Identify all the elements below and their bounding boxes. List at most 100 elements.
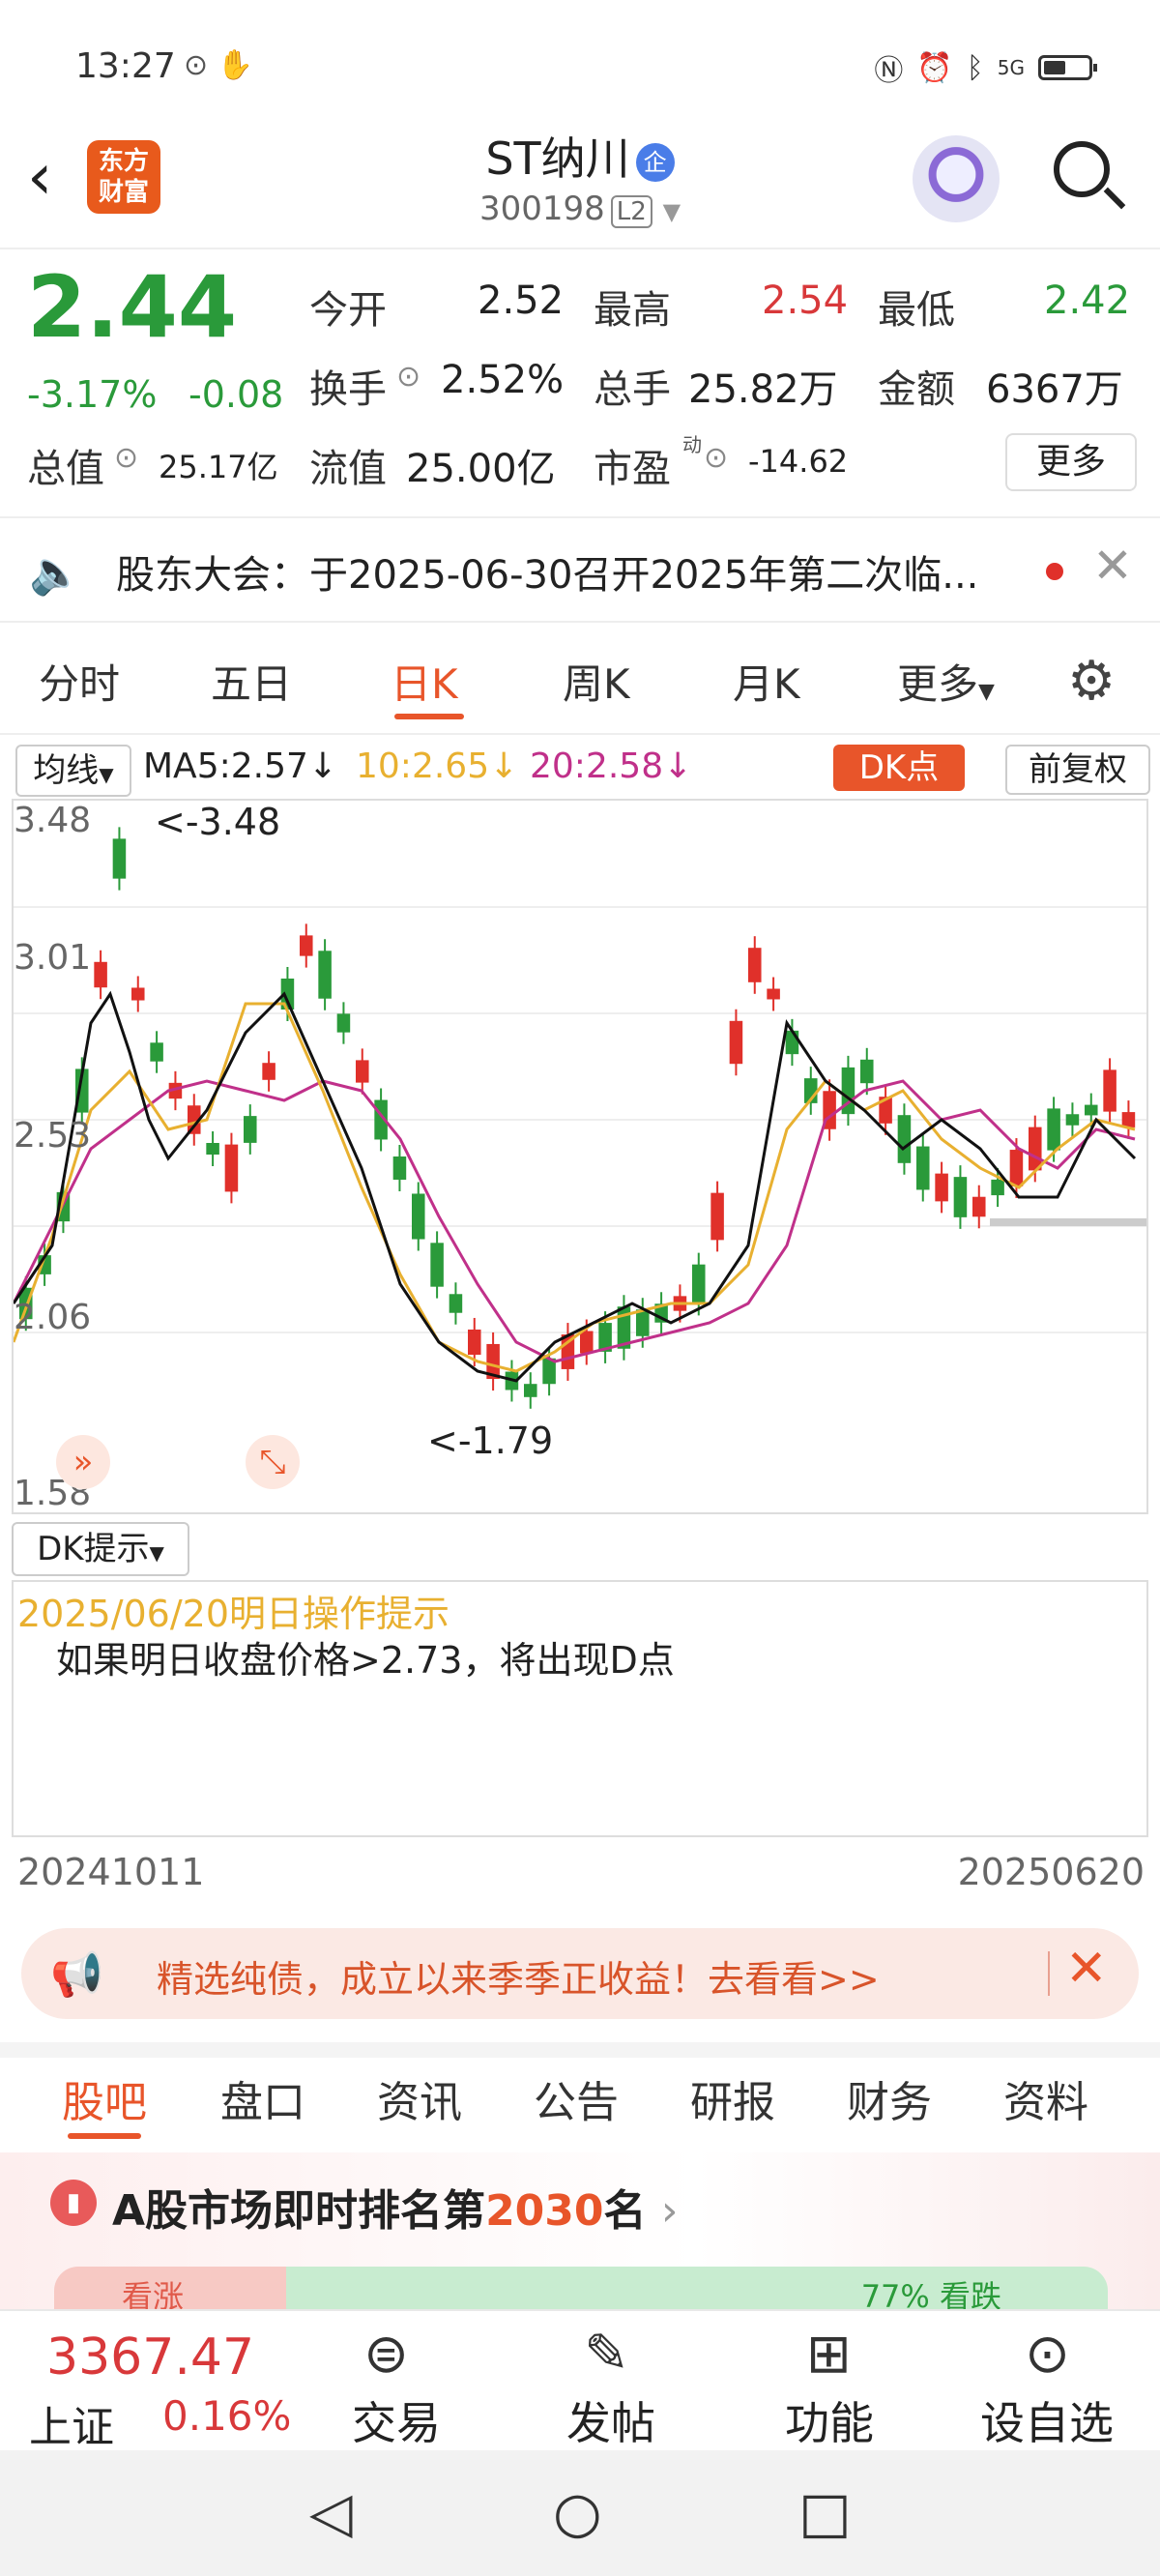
- ma20-value: 20:2.58↓: [530, 746, 693, 786]
- sentiment-gauge[interactable]: 看涨 77% 看跌: [54, 2267, 1108, 2315]
- candle: [486, 1343, 500, 1380]
- nfc-icon: Ⓝ: [874, 54, 904, 88]
- y-tick: 2.53: [14, 1116, 92, 1156]
- alarm-icon: ⏰: [916, 50, 953, 85]
- candle: [131, 987, 145, 1001]
- dk-hint-selector[interactable]: DK提示▼: [12, 1522, 189, 1576]
- candle: [318, 951, 332, 999]
- kline-chart[interactable]: 3.48 3.01 2.53 2.06 1.58 <-3.48 <-1.79 »…: [12, 799, 1148, 1514]
- market-rank[interactable]: A股市场即时排名第2030名 ›: [112, 2186, 679, 2236]
- index-value[interactable]: 3367.47: [46, 2328, 255, 2386]
- megaphone-icon: 📢: [50, 1950, 103, 2000]
- stock-title: ST纳川企: [0, 124, 1160, 188]
- candle: [916, 1146, 930, 1190]
- tab-research[interactable]: 研报: [690, 2078, 775, 2127]
- candle: [580, 1331, 594, 1354]
- tab-pankou[interactable]: 盘口: [220, 2078, 305, 2127]
- index-percent[interactable]: 0.16%: [162, 2392, 292, 2440]
- chevron-down-icon: ▼: [149, 1541, 164, 1565]
- index-name[interactable]: 上证: [29, 2403, 114, 2452]
- candle: [636, 1309, 650, 1336]
- candle: [336, 1013, 351, 1033]
- assistant-robot-icon[interactable]: [913, 135, 1000, 222]
- candle: [356, 1060, 369, 1083]
- candle: [300, 935, 313, 956]
- tab-intraday[interactable]: 分时: [39, 660, 121, 708]
- info-icon[interactable]: ⊙: [396, 360, 421, 394]
- nav-add-watchlist[interactable]: 设自选: [980, 2397, 1114, 2449]
- float-value: 25.00亿: [406, 447, 556, 491]
- candle: [935, 1173, 948, 1202]
- promo-text[interactable]: 精选纯债，成立以来季季正收益！去看看>>: [157, 1958, 880, 2001]
- candle: [1065, 1114, 1080, 1126]
- y-tick: 2.06: [14, 1298, 92, 1337]
- more-button[interactable]: 更多: [1005, 433, 1137, 491]
- tab-guba[interactable]: 股吧: [62, 2078, 147, 2127]
- search-icon[interactable]: [1054, 141, 1110, 197]
- announcement-text[interactable]: 股东大会：于2025-06-30召开2025年第二次临...: [116, 553, 979, 598]
- volume-label: 总手: [594, 367, 671, 412]
- back-icon[interactable]: ‹: [27, 139, 53, 214]
- candle: [412, 1193, 425, 1240]
- adjust-button[interactable]: 前复权: [1005, 745, 1150, 795]
- functions-icon[interactable]: ⊞: [806, 2323, 852, 2386]
- candle: [1103, 1069, 1116, 1112]
- candle: [430, 1243, 444, 1287]
- promo-banner[interactable]: 📢 精选纯债，成立以来季季正收益！去看看>> ✕: [21, 1928, 1139, 2019]
- tab-news[interactable]: 资讯: [377, 2078, 462, 2127]
- candle: [468, 1329, 481, 1356]
- recents-nav-icon[interactable]: □: [798, 2479, 852, 2545]
- candle: [112, 838, 127, 879]
- tab-five-day[interactable]: 五日: [211, 660, 293, 708]
- close-icon[interactable]: ✕: [1065, 1940, 1108, 1998]
- tab-more[interactable]: 更多▼: [897, 660, 995, 708]
- ma-selector[interactable]: 均线▼: [15, 745, 131, 797]
- tab-profile[interactable]: 资料: [1003, 2078, 1088, 2127]
- gear-icon[interactable]: ⚙: [1067, 650, 1116, 713]
- battery-icon: [1038, 55, 1097, 80]
- candle: [1085, 1104, 1098, 1116]
- nav-trade[interactable]: 交易: [352, 2397, 441, 2449]
- candle: [729, 1020, 743, 1065]
- level-badge: L2: [610, 195, 652, 228]
- date-end: 20250620: [957, 1851, 1145, 1893]
- notification-icons: ⊙ ✋: [184, 48, 254, 82]
- bullish-label: 看涨: [122, 2278, 185, 2315]
- active-section-indicator: [68, 2133, 141, 2139]
- info-icon[interactable]: ⊙: [704, 441, 729, 475]
- dk-point-button[interactable]: DK点: [833, 745, 965, 791]
- trade-icon[interactable]: ⊜: [363, 2323, 409, 2386]
- speaker-icon: 🔈: [29, 548, 82, 598]
- home-nav-icon[interactable]: ○: [553, 2479, 602, 2545]
- tab-finance[interactable]: 财务: [847, 2078, 932, 2127]
- more-dots-icon[interactable]: ⊙: [1025, 2323, 1070, 2386]
- nav-post[interactable]: 发帖: [566, 2397, 655, 2449]
- status-time: 13:27: [75, 46, 176, 86]
- stock-code[interactable]: 300198 L2 ▼: [478, 190, 682, 228]
- candle: [1029, 1127, 1042, 1171]
- post-icon[interactable]: ✎: [584, 2323, 629, 2386]
- tab-notice[interactable]: 公告: [534, 2078, 619, 2127]
- max-price-label: <-3.48: [155, 801, 281, 843]
- announcement-bar[interactable]: 🔈 股东大会：于2025-06-30召开2025年第二次临... ✕: [0, 516, 1160, 623]
- tab-monthly-k[interactable]: 月K: [733, 660, 800, 708]
- close-icon[interactable]: ✕: [1092, 538, 1133, 594]
- system-nav: [0, 2450, 1160, 2576]
- tab-daily-k[interactable]: 日K: [391, 660, 458, 708]
- ma20-line: [12, 1079, 1136, 1363]
- amount-label: 金额: [878, 367, 955, 412]
- fullscreen-icon[interactable]: ⤡: [246, 1435, 300, 1489]
- back-nav-icon[interactable]: ◁: [309, 2479, 353, 2545]
- mcap-label: 总值: [27, 447, 104, 491]
- candle: [692, 1264, 706, 1304]
- ma5-line: [12, 990, 1137, 1383]
- dk-hint-date: 2025/06/20明日操作提示: [17, 1593, 450, 1635]
- info-icon[interactable]: ⊙: [114, 441, 139, 475]
- tab-weekly-k[interactable]: 周K: [563, 660, 630, 708]
- expand-left-icon[interactable]: »: [56, 1435, 110, 1489]
- candle: [449, 1294, 463, 1313]
- nav-functions[interactable]: 功能: [785, 2397, 874, 2449]
- y-tick-max: 3.48: [14, 801, 92, 840]
- current-price: 2.44: [27, 257, 238, 357]
- candle: [262, 1063, 276, 1080]
